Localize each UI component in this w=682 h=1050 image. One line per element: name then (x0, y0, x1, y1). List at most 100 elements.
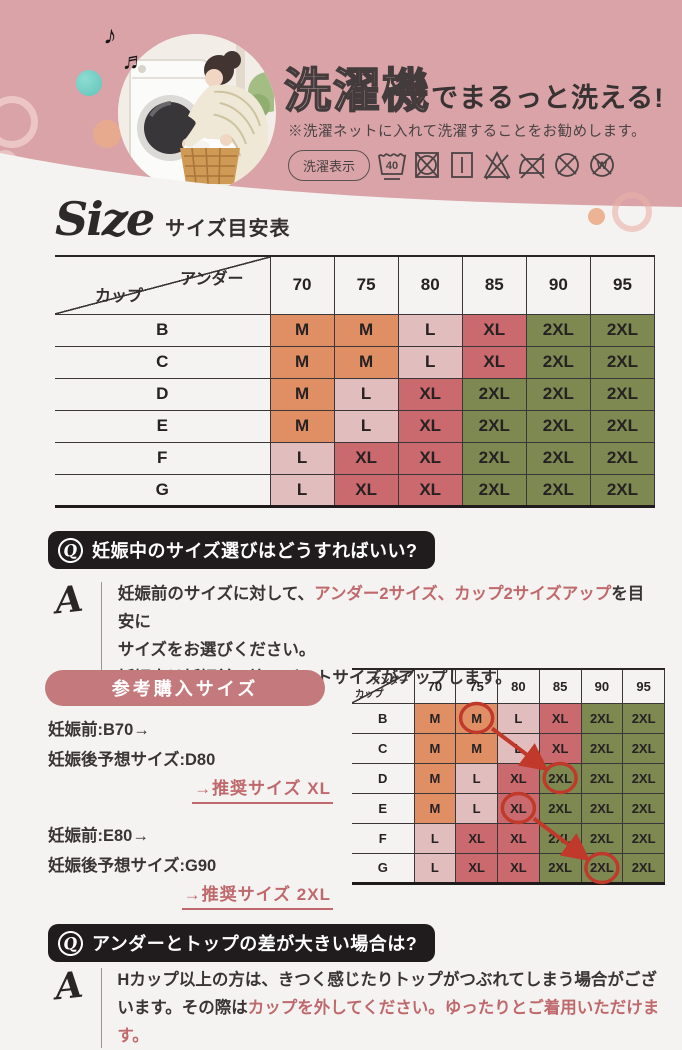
size-cell: 2XL (581, 853, 623, 883)
size-cell: 2XL (526, 442, 590, 474)
cup-size-label: C (55, 346, 270, 378)
example1-before: 妊娠前:B70→ (48, 716, 150, 740)
size-cell: XL (398, 410, 462, 442)
question-pill-under-top-gap: Q アンダーとトップの差が大きい場合は? (48, 924, 435, 962)
size-cell: 2XL (581, 823, 623, 853)
size-cell: XL (462, 314, 526, 346)
cup-size-label: B (352, 703, 414, 733)
under-size-header: 90 (581, 669, 623, 703)
cup-size-label: D (55, 378, 270, 410)
a-icon: A (53, 967, 85, 1006)
size-cell: M (414, 763, 456, 793)
size-cell: 2XL (462, 474, 526, 506)
answer-block-under-top-gap: A Hカップ以上の方は、きつく感じたりトップがつぶれてしまう場合がございます。そ… (55, 966, 660, 1050)
cup-size-label: B (55, 314, 270, 346)
cup-size-label: F (55, 442, 270, 474)
question-text: アンダーとトップの差が大きい場合は? (92, 930, 417, 956)
size-cell: XL (398, 378, 462, 410)
size-cell: 2XL (623, 703, 665, 733)
example1-recommend: →推奨サイズ XL (48, 774, 333, 804)
size-cell: 2XL (623, 763, 665, 793)
cup-size-label: G (352, 853, 414, 883)
cup-size-label: C (352, 733, 414, 763)
size-cell: 2XL (526, 474, 590, 506)
size-cell: M (270, 314, 334, 346)
size-cell: L (398, 346, 462, 378)
header-banner: ♪ ♬ 洗濯機でまるっと洗える! ※洗濯ネットに入れて洗濯することをお勧めします… (0, 0, 682, 212)
size-cell: 2XL (539, 853, 581, 883)
music-note-icon: ♬ (121, 47, 147, 77)
size-cell: 2XL (462, 378, 526, 410)
size-cell: L (414, 853, 456, 883)
size-cell: L (498, 703, 540, 733)
size-cell: M (334, 346, 398, 378)
size-cell: 2XL (462, 442, 526, 474)
decor-ring (612, 192, 652, 232)
size-cell: M (270, 410, 334, 442)
size-section-heading: Size サイズ目安表 (55, 196, 291, 242)
size-cell: 2XL (623, 793, 665, 823)
size-cell: 2XL (590, 474, 654, 506)
answer-text: Hカップ以上の方は、きつく感じたりトップがつぶれてしまう場合がございます。その際… (117, 966, 660, 1050)
size-cell: L (270, 474, 334, 506)
size-cell: M (456, 703, 498, 733)
size-script-word: Size (55, 196, 153, 242)
size-cell: XL (539, 733, 581, 763)
size-cell: XL (456, 853, 498, 883)
size-cell: XL (462, 346, 526, 378)
size-cell: XL (498, 763, 540, 793)
size-cell: 2XL (623, 823, 665, 853)
decor-bubble-peach (93, 120, 121, 148)
size-cell: 2XL (590, 410, 654, 442)
size-cell: M (456, 733, 498, 763)
a-icon: A (53, 581, 85, 620)
example2-after: 妊娠後予想サイズ:G90 (48, 852, 216, 876)
cup-size-label: E (352, 793, 414, 823)
cup-size-label: F (352, 823, 414, 853)
size-cell: 2XL (581, 703, 623, 733)
size-cell: M (270, 346, 334, 378)
under-size-header: 95 (590, 256, 654, 314)
size-cell: L (456, 793, 498, 823)
size-cell: L (414, 823, 456, 853)
size-cell: 2XL (526, 346, 590, 378)
size-cell: M (414, 793, 456, 823)
size-cell: 2XL (581, 763, 623, 793)
size-cell: XL (334, 474, 398, 506)
question-text: 妊娠中のサイズ選びはどうすればいい? (92, 537, 417, 563)
under-size-header: 80 (498, 669, 540, 703)
size-cell: 2XL (590, 442, 654, 474)
size-cell: 2XL (462, 410, 526, 442)
size-cell: L (270, 442, 334, 474)
size-cell: 2XL (590, 314, 654, 346)
product-size-infographic: { "colors": { "header_bg": "#d9a3a8", "p… (0, 0, 682, 1024)
answer-pre: 妊娠前のサイズに対して、 (118, 585, 314, 603)
example2-recommend: →推奨サイズ 2XL (48, 880, 333, 910)
under-size-header: 85 (539, 669, 581, 703)
under-size-header: 95 (623, 669, 665, 703)
size-cell: XL (539, 703, 581, 733)
size-cell: 2XL (590, 346, 654, 378)
size-cell: 2XL (526, 314, 590, 346)
size-cell: M (414, 733, 456, 763)
example1-after: 妊娠後予想サイズ:D80 (48, 746, 215, 770)
q-icon: Q (56, 536, 84, 564)
table-corner-cell: アンダーカップ (55, 256, 270, 314)
size-cell: 2XL (581, 793, 623, 823)
under-size-header: 75 (456, 669, 498, 703)
size-cell: 2XL (526, 378, 590, 410)
cup-size-label: E (55, 410, 270, 442)
music-note-icon: ♪ (102, 19, 119, 52)
